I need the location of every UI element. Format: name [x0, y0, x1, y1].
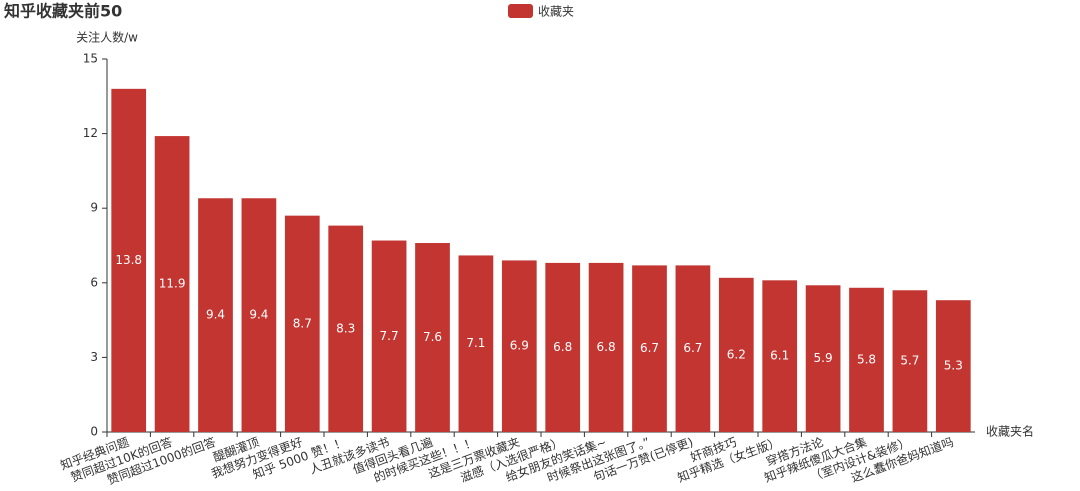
value-label: 5.8 — [857, 352, 876, 366]
bar — [588, 262, 624, 432]
value-label: 5.7 — [900, 354, 919, 368]
bar — [805, 285, 841, 432]
value-label: 6.2 — [727, 347, 746, 361]
bar — [718, 277, 754, 432]
y-tick-label: 12 — [83, 126, 98, 140]
bar — [371, 240, 407, 432]
value-label: 6.1 — [770, 349, 789, 363]
x-axis-title: 收藏夹名 — [986, 424, 1034, 439]
bar — [111, 88, 147, 432]
bar — [284, 215, 320, 432]
bar — [328, 225, 364, 432]
value-label: 6.8 — [597, 340, 616, 354]
y-tick-label: 9 — [90, 201, 98, 215]
y-axis-title: 关注人数/w — [76, 30, 138, 45]
bar — [762, 280, 798, 432]
y-tick-label: 3 — [90, 350, 98, 364]
y-tick-label: 15 — [83, 52, 98, 66]
bar — [415, 243, 450, 432]
bar — [892, 290, 928, 432]
value-label: 5.3 — [944, 359, 963, 373]
legend-label: 收藏夹 — [538, 5, 574, 19]
bar — [935, 300, 971, 432]
bar — [675, 265, 711, 432]
bar — [241, 198, 277, 432]
value-label: 11.9 — [159, 277, 186, 291]
bar — [458, 255, 494, 432]
bar — [198, 198, 233, 432]
value-label: 5.9 — [814, 351, 833, 365]
bar — [501, 260, 537, 432]
value-label: 9.4 — [249, 308, 268, 322]
value-label: 8.7 — [293, 316, 312, 330]
bar — [849, 287, 884, 432]
value-label: 7.6 — [423, 330, 442, 344]
value-label: 9.4 — [206, 308, 225, 322]
value-label: 8.3 — [336, 321, 355, 335]
value-label: 6.8 — [553, 340, 572, 354]
value-label: 6.9 — [510, 339, 529, 353]
bar — [632, 265, 667, 432]
value-label: 7.7 — [380, 329, 399, 343]
legend-swatch — [508, 4, 533, 18]
y-tick-label: 6 — [90, 275, 98, 289]
chart-title: 知乎收藏夹前50 — [4, 2, 122, 21]
bar — [154, 136, 190, 432]
value-label: 6.7 — [683, 341, 702, 355]
bar — [545, 262, 581, 432]
value-label: 13.8 — [115, 253, 142, 267]
value-label: 6.7 — [640, 341, 659, 355]
y-tick-label: 0 — [90, 425, 98, 439]
value-label: 7.1 — [466, 336, 485, 350]
